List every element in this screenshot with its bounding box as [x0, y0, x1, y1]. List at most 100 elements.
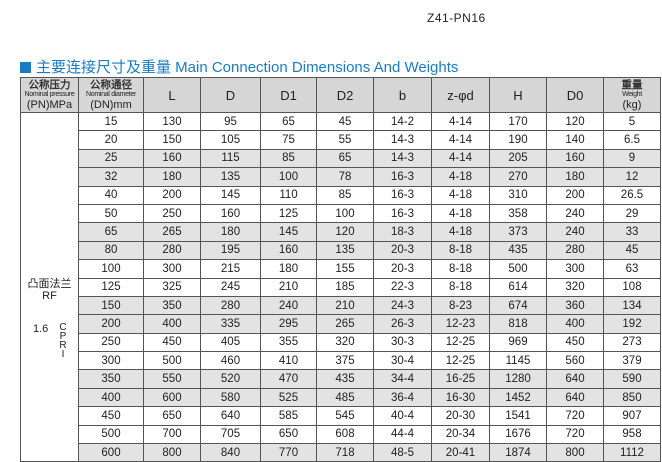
table-row: 32 180 135 100 78 16-3 4-18 270 180 12	[21, 167, 661, 187]
table-cell: 355	[260, 332, 317, 353]
table-cell: 30-3	[373, 332, 432, 353]
table-cell: 205	[489, 148, 547, 169]
table-cell: 460	[200, 351, 261, 371]
table-cell: 520	[200, 369, 261, 389]
table-cell: 600	[78, 443, 144, 462]
table-cell: 180	[200, 222, 261, 242]
table-row: 600 800 840 770 718 48-5 20-41 1874 800 1112	[21, 443, 661, 462]
table-cell: 373	[489, 222, 547, 242]
table-cell: 500	[78, 424, 144, 445]
table-cell: 105	[200, 130, 261, 150]
table-cell: 15	[78, 111, 144, 132]
table-cell: 400	[78, 387, 144, 408]
table-cell: 700	[143, 424, 201, 445]
table-cell: 16-3	[373, 167, 432, 187]
table-cell: 720	[546, 424, 604, 445]
table-cell: 140	[546, 130, 604, 150]
table-cell: 240	[546, 222, 604, 242]
table-cell: 180	[260, 259, 317, 279]
table-cell: 674	[489, 295, 547, 316]
table-cell: 100	[78, 259, 144, 279]
table-row: 500 700 705 650 608 44-4 20-34 1676 720 958	[21, 424, 661, 445]
table-cell: 969	[489, 332, 547, 353]
table-cell: 1145	[489, 351, 547, 371]
table-cell: 4-18	[431, 203, 490, 224]
table-row: 350 550 520 470 435 34-4 16-25 1280 640 590	[21, 369, 661, 389]
table-cell: 145	[200, 185, 261, 205]
table-cell: 14-2	[373, 111, 432, 132]
table-cell: 40-4	[373, 406, 432, 426]
header-d: D	[200, 77, 261, 113]
table-cell: 1676	[489, 424, 547, 445]
table-cell: 325	[143, 277, 201, 297]
table-row: 25 160 115 85 65 14-3 4-14 205 160 9	[21, 148, 661, 169]
header-d0: D0	[546, 77, 604, 113]
table-cell: 12-25	[431, 332, 490, 353]
table-cell: 240	[260, 295, 317, 316]
table-cell: 20-3	[373, 259, 432, 279]
table-row: 80 280 195 160 135 20-3 8-18 435 280 45	[21, 240, 661, 261]
table-cell: 16-25	[431, 369, 490, 389]
table-cell: 718	[316, 443, 374, 462]
table-cell: 180	[143, 167, 201, 187]
header-weight: 重量 Weight (kg)	[603, 77, 661, 113]
table-cell: 1452	[489, 387, 547, 408]
table-cell: 250	[78, 332, 144, 353]
table-cell: 20-34	[431, 424, 490, 445]
table-row: 65 265 180 145 120 18-3 4-18 373 240 33	[21, 222, 661, 242]
table-cell: 16-3	[373, 185, 432, 205]
table-cell: 30-4	[373, 351, 432, 371]
table-cell: 25	[78, 148, 144, 169]
table-cell: 800	[546, 443, 604, 462]
table-cell: 379	[603, 351, 661, 371]
header-d1: D1	[260, 77, 317, 113]
table-row: 20 150 105 75 55 14-3 4-14 190 140 6.5	[21, 130, 661, 150]
table-cell: 300	[143, 259, 201, 279]
table-cell: 300	[78, 351, 144, 371]
table-cell: 190	[489, 130, 547, 150]
table-row: 200 400 335 295 265 26-3 12-23 818 400 192	[21, 314, 661, 334]
table-cell: 215	[200, 259, 261, 279]
table-cell: 24-3	[373, 295, 432, 316]
table-cell: 800	[143, 443, 201, 462]
table-cell: 95	[200, 111, 261, 132]
table-cell: 65	[316, 148, 374, 169]
table-cell: 840	[200, 443, 261, 462]
table-cell: 410	[260, 351, 317, 371]
table-cell: 450	[546, 332, 604, 353]
header-row: 公称压力 Nominal pressure (PN)MPa 公称通径 Nominal …	[20, 77, 661, 113]
table-cell: 705	[200, 424, 261, 445]
table-row: 100 300 215 180 155 20-3 8-18 500 300 63	[21, 259, 661, 279]
table-cell: 145	[260, 222, 317, 242]
table-cell: 265	[316, 314, 374, 334]
table-cell: 14-3	[373, 130, 432, 150]
table-cell: 160	[200, 203, 261, 224]
table-cell: 614	[489, 277, 547, 297]
header-dn: 公称通径 Nominal diameter (DN)mm	[78, 77, 144, 113]
table-cell: 770	[260, 443, 317, 462]
table-row: 凸面法兰 RF 1.6 CPRI 15 130 95 65 45 14-2 4-14 170 120 5	[20, 111, 661, 462]
table-cell: 1112	[603, 443, 661, 462]
table-cell: 8-23	[431, 295, 490, 316]
table-cell: 100	[316, 203, 374, 224]
header-pn: 公称压力 Nominal pressure (PN)MPa	[20, 77, 79, 113]
table-cell: 200	[546, 185, 604, 205]
table-cell: 585	[260, 406, 317, 426]
table-cell: 360	[546, 295, 604, 316]
table-cell: 134	[603, 295, 661, 316]
table-cell: 185	[316, 277, 374, 297]
table-cell: 48-5	[373, 443, 432, 462]
table-cell: 500	[143, 351, 201, 371]
table-cell: 358	[489, 203, 547, 224]
table-cell: 180	[546, 167, 604, 187]
table-cell: 590	[603, 369, 661, 389]
table-cell: 195	[200, 240, 261, 261]
table-cell: 20-41	[431, 443, 490, 462]
model-number: Z41-PN16	[427, 11, 486, 25]
table-cell: 525	[260, 387, 317, 408]
table-cell: 650	[260, 424, 317, 445]
table-cell: 8-18	[431, 259, 490, 279]
table-cell: 485	[316, 387, 374, 408]
table-cell: 273	[603, 332, 661, 353]
table-cell: 8-18	[431, 277, 490, 297]
